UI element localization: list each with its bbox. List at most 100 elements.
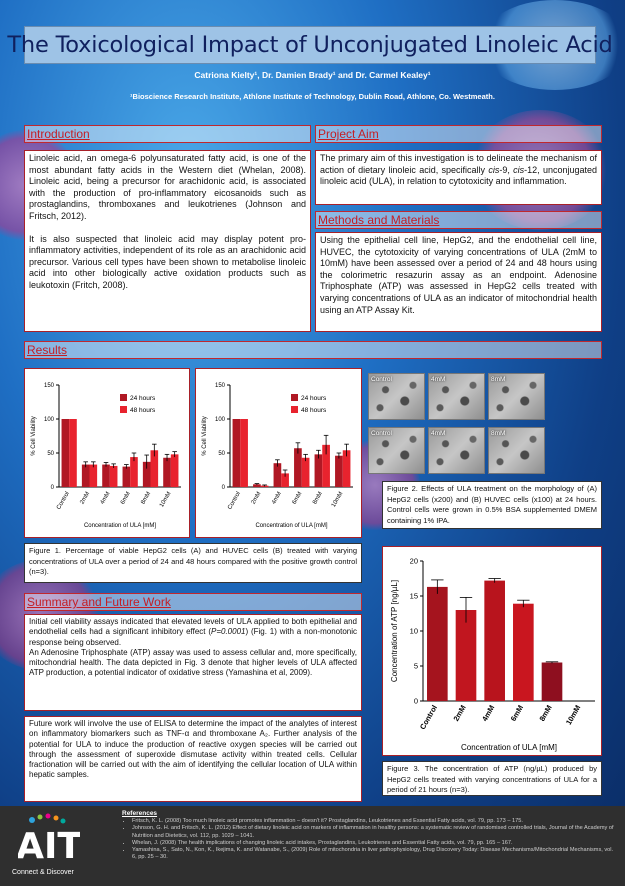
chart-bar [455, 610, 477, 701]
micrograph-grid: Control 4mM 8mM Control 4mM 8mM [368, 373, 608, 478]
chart-bar [89, 464, 98, 487]
figure-1a-svg: 0 50 100 150 % Cell Viability Concentration o… [31, 383, 181, 529]
x-tick-label: 10mM [564, 704, 582, 727]
chart-bar [342, 450, 351, 487]
references: References Fritsch, K. L. (2008) Too muc… [122, 810, 617, 861]
legend-swatch [291, 394, 298, 401]
chart-bar [260, 485, 269, 487]
micrograph: Control [368, 373, 425, 420]
figure-3-chart: 0 5 10 15 20 Concentration of ATP [ng/µL] Conc… [382, 546, 602, 756]
chart-bar [322, 444, 330, 487]
affiliation: ¹Bioscience Research Institute, Athlone … [130, 92, 495, 101]
summary-heading: Summary and Future Work [24, 593, 362, 611]
y-tick-label: 0 [222, 485, 226, 491]
chart-bar [253, 484, 261, 487]
x-axis-label: Concentration of ULA [mM] [84, 523, 156, 529]
references-heading: References [122, 810, 158, 817]
chart-bar [170, 454, 179, 487]
x-axis-label: Concentration of ULA [mM] [461, 743, 557, 752]
y-axis-label: Concentration of ATP [ng/µL] [390, 580, 399, 682]
x-tick-label: 6mM [120, 491, 132, 506]
chart-bar [81, 464, 90, 487]
chart-bar [294, 448, 302, 487]
chart-bar [427, 586, 448, 701]
project-aim-heading: Project Aim [315, 125, 602, 143]
chart-bar [335, 455, 343, 487]
ait-tagline: Connect & Discover [12, 869, 74, 876]
chart-bar [301, 457, 310, 487]
x-tick-label: 8mM [140, 491, 152, 506]
x-tick-label: 4mM [100, 491, 112, 506]
x-tick-label: 2mM [251, 491, 263, 506]
chart-bar [109, 465, 118, 487]
chart-bar [513, 603, 534, 701]
y-tick-label: 10 [410, 627, 418, 636]
legend-label: 48 hours [301, 407, 327, 414]
y-tick-label: 50 [47, 451, 54, 457]
y-tick-label: 15 [410, 592, 418, 601]
svg-text:AIT: AIT [18, 826, 80, 867]
figure-3-svg: 0 5 10 15 20 Concentration of ATP [ng/µL] Conc… [390, 557, 595, 752]
introduction-text: Linoleic acid, an omega-6 polyunsaturate… [24, 150, 311, 332]
results-heading: Results [24, 341, 602, 359]
y-tick-label: 50 [218, 451, 225, 457]
legend-swatch [291, 406, 298, 413]
authors: Catriona Kielty¹, Dr. Damien Brady¹ and … [194, 70, 431, 80]
chart-bar [273, 463, 282, 487]
figure-1b-svg: 0 50 100 150 % Cell Viability Concentration o… [202, 383, 353, 529]
footer [0, 806, 625, 886]
x-tick-label: Control [56, 491, 71, 511]
poster-title-box: The Toxicological Impact of Unconjugated… [7, 26, 613, 64]
y-axis-label: % Cell Viability [31, 416, 37, 456]
y-tick-label: 150 [44, 383, 55, 389]
y-axis-label: % Cell Viability [202, 416, 208, 456]
x-tick-label: 6mM [292, 491, 304, 506]
legend-label: 24 hours [130, 395, 156, 402]
y-tick-label: 20 [410, 557, 418, 566]
figure-3-caption: Figure 3. The concentration of ATP (ng/µ… [382, 761, 602, 796]
chart-bar [232, 419, 241, 487]
ait-logo-icon: AIT [16, 813, 82, 867]
x-tick-label: 10mM [159, 491, 173, 508]
legend-swatch [120, 406, 127, 413]
micrograph: 8mM [488, 373, 545, 420]
legend-swatch [120, 394, 127, 401]
figure-1-caption: Figure 1. Percentage of viable HepG2 cel… [24, 543, 362, 583]
x-tick-label: 6mM [509, 704, 525, 723]
project-aim-text: The primary aim of this investigation is… [315, 150, 602, 205]
chart-bar [150, 450, 159, 487]
reference-item: Whelan, J. (2008) The health implication… [132, 840, 617, 847]
x-tick-label: 10mM [331, 491, 345, 508]
chart-bar [281, 473, 289, 487]
y-tick-label: 0 [414, 697, 418, 706]
figure-1a-chart: 0 50 100 150 % Cell Viability Concentration o… [24, 368, 190, 538]
chart-bar [61, 419, 70, 487]
chart-bar [314, 454, 323, 487]
x-tick-label: 4mM [271, 491, 283, 506]
future-work-text: Future work will involve the use of ELIS… [24, 716, 362, 802]
reference-item: Fritsch, K. L. (2008) Too much linoleic … [132, 818, 617, 825]
y-tick-label: 100 [215, 417, 226, 423]
x-tick-label: 8mM [312, 491, 324, 506]
methods-heading: Methods and Materials [315, 211, 602, 229]
chart-bar [541, 662, 563, 701]
chart-bar [102, 464, 110, 487]
summary-text: Initial cell viability assays indicated … [24, 614, 362, 711]
x-tick-label: 8mM [537, 704, 553, 723]
summary-paragraph-2: An Adenosine Triphosphate (ATP) assay wa… [29, 647, 357, 678]
poster-title: The Toxicological Impact of Unconjugated… [7, 32, 613, 58]
chart-bar [163, 457, 171, 487]
micrograph: 4mM [428, 373, 485, 420]
x-axis-label: Concentration of ULA [mM] [255, 523, 327, 529]
introduction-paragraph-1: Linoleic acid, an omega-6 polyunsaturate… [29, 153, 306, 221]
chart-bar [484, 580, 505, 701]
introduction-paragraph-2: It is also suspected that linoleic acid … [29, 233, 306, 290]
micrograph: 8mM [488, 427, 545, 474]
legend-label: 48 hours [130, 407, 156, 414]
y-tick-label: 0 [51, 485, 55, 491]
x-tick-label: 2mM [451, 704, 467, 723]
y-tick-label: 100 [44, 417, 55, 423]
chart-bar [122, 466, 131, 487]
introduction-heading: Introduction [24, 125, 311, 143]
x-tick-label: 2mM [79, 491, 91, 506]
